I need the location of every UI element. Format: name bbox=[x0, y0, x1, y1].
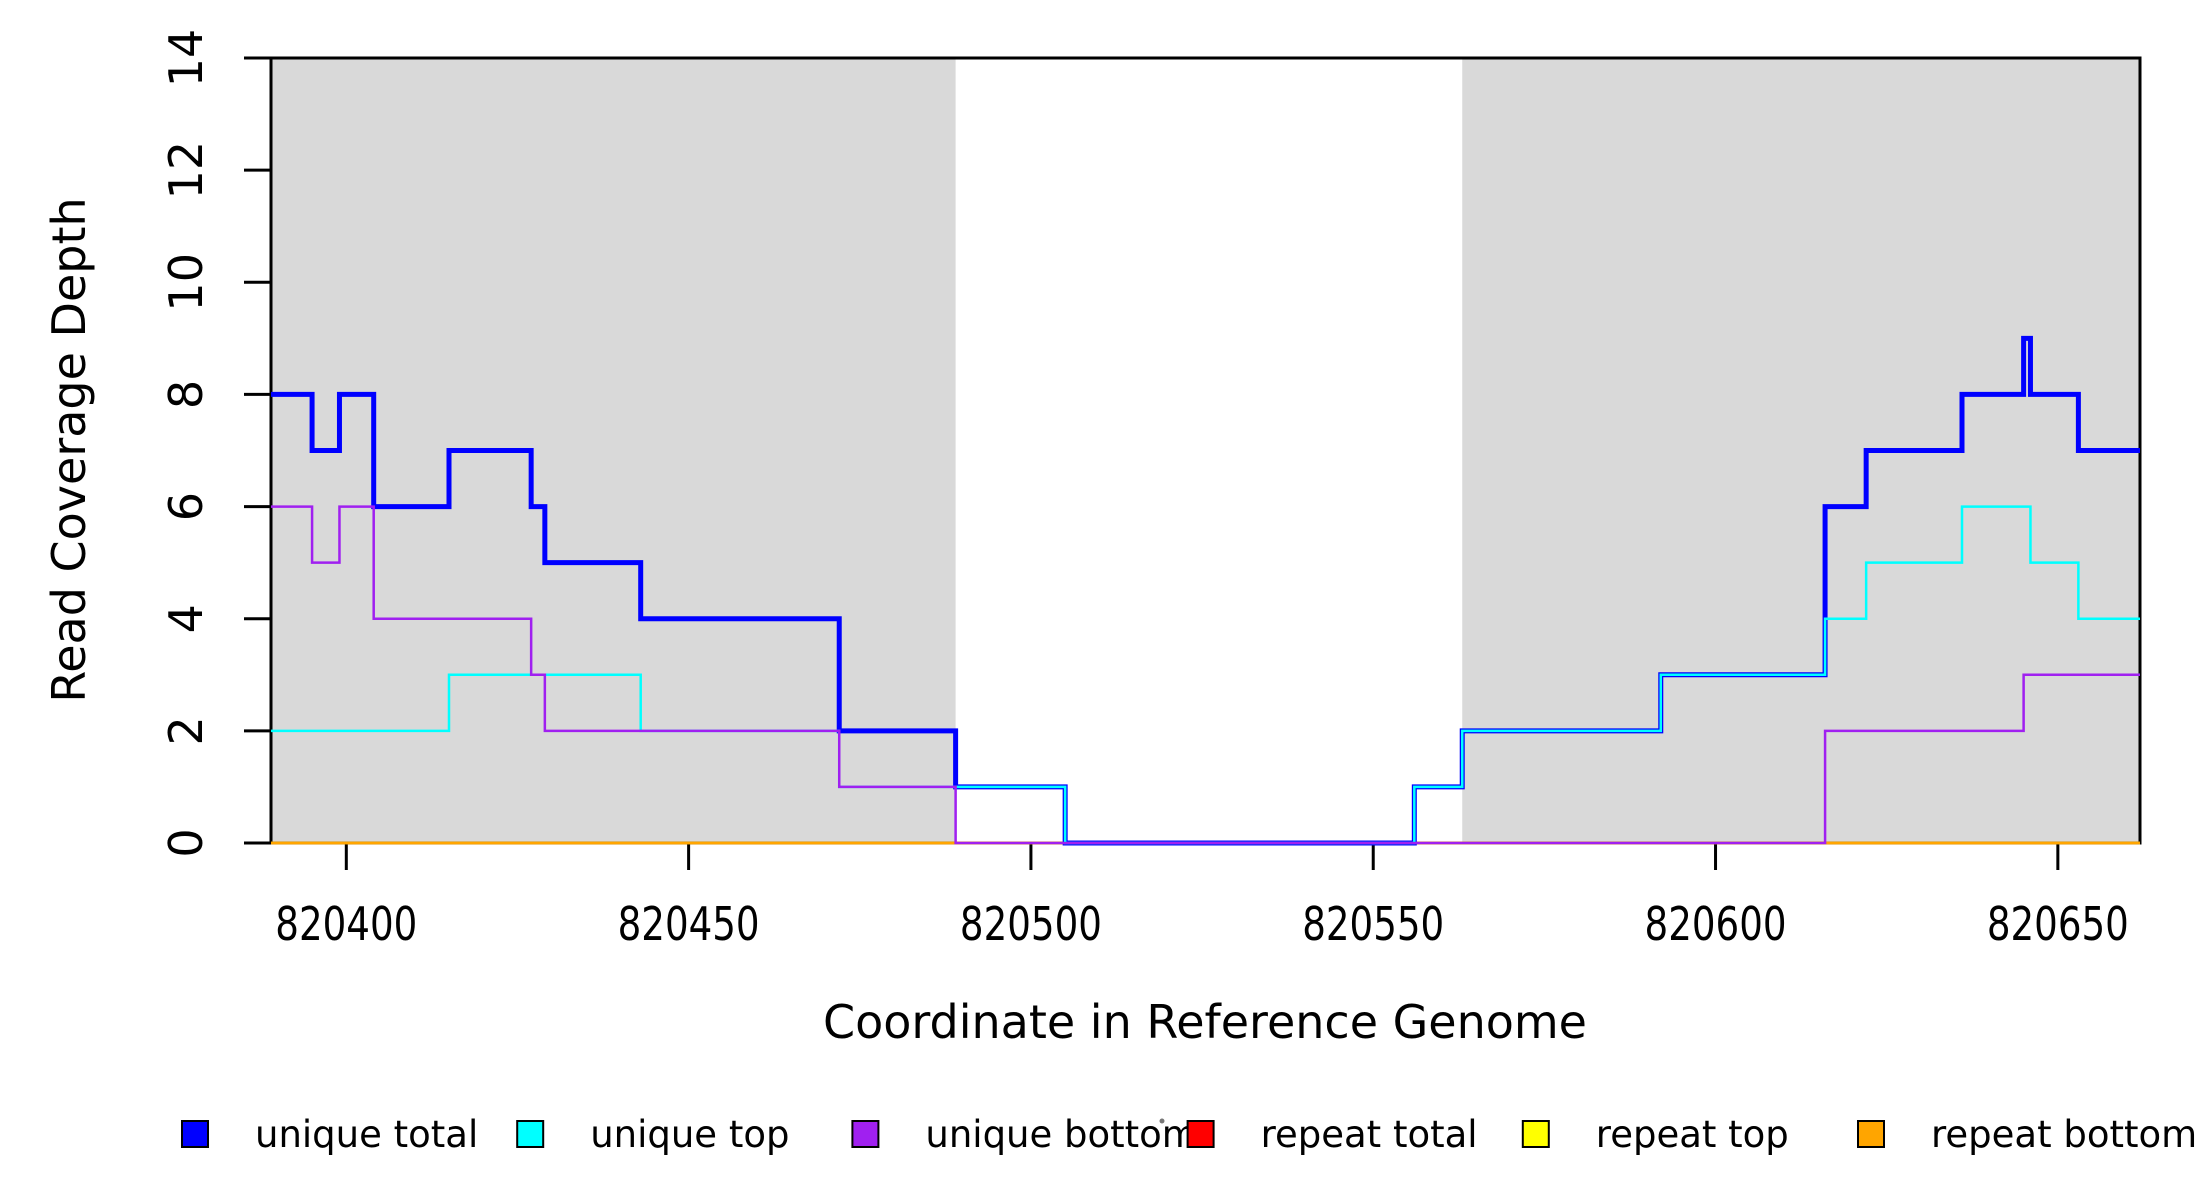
x-tick-label: 820650 bbox=[1987, 897, 2129, 951]
y-axis-title: Read Coverage Depth bbox=[42, 197, 96, 702]
legend-swatch-repeat-total bbox=[1186, 1120, 1215, 1148]
legend-label-repeat-bottom: repeat bottom bbox=[1931, 1113, 2197, 1156]
axes-layer: 820400 820450 820500 820550 820600 820650 0 2 4 6… bbox=[159, 29, 2142, 951]
y-tick-label: 6 bbox=[159, 492, 213, 521]
legend-label-unique-top: unique top bbox=[590, 1113, 789, 1156]
legend-label-repeat-top: repeat top bbox=[1596, 1113, 1789, 1156]
series-layer bbox=[271, 335, 2140, 846]
y-tick-label: 8 bbox=[159, 380, 213, 409]
x-tick-label: 820600 bbox=[1645, 897, 1787, 951]
legend-label-unique-bottom: unique bottom bbox=[925, 1113, 1197, 1156]
legend-swatch-unique-bottom bbox=[851, 1120, 880, 1148]
legend-swatch-unique-top bbox=[516, 1120, 545, 1148]
shaded-region bbox=[1462, 58, 2140, 843]
x-axis-title: Coordinate in Reference Genome bbox=[823, 995, 1587, 1049]
y-tick-label: 12 bbox=[159, 141, 213, 200]
shaded-regions-layer bbox=[271, 58, 2140, 843]
x-tick-label: 820500 bbox=[960, 897, 1102, 951]
series-line-unique-bottom bbox=[271, 505, 2140, 845]
x-tick-label: 820550 bbox=[1302, 897, 1444, 951]
legend-label-repeat-total: repeat total bbox=[1261, 1113, 1478, 1156]
legend-artifact-dot bbox=[1159, 1118, 1165, 1124]
legend-swatch-repeat-top bbox=[1521, 1120, 1550, 1148]
legend: unique total unique top unique bottom repea… bbox=[181, 1113, 2197, 1156]
y-tick-label: 4 bbox=[159, 604, 213, 633]
legend-label-unique-total: unique total bbox=[255, 1113, 478, 1156]
x-tick-label: 820400 bbox=[275, 897, 417, 951]
y-tick-label: 0 bbox=[159, 828, 213, 857]
y-tick-label: 14 bbox=[159, 29, 213, 88]
legend-swatch-repeat-bottom bbox=[1857, 1120, 1885, 1148]
y-tick-label: 2 bbox=[159, 716, 213, 745]
x-tick-label: 820450 bbox=[618, 897, 760, 951]
y-tick-label: 10 bbox=[159, 253, 213, 312]
legend-swatch-unique-total bbox=[181, 1120, 209, 1148]
